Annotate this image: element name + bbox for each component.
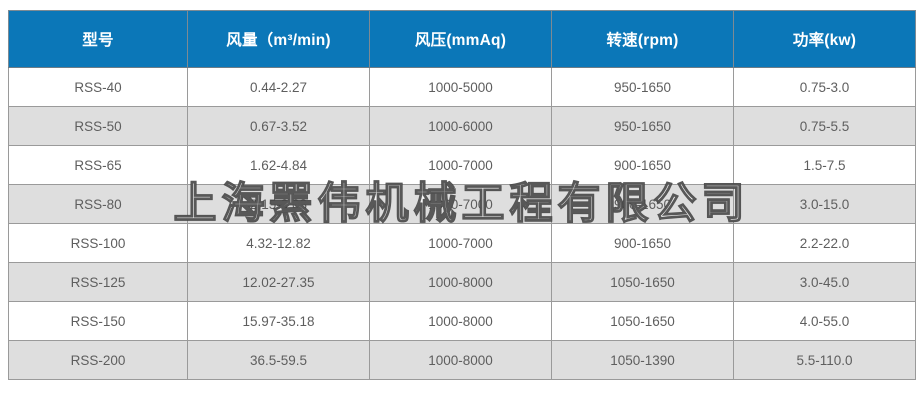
cell-speed: 1050-1650 [551, 301, 734, 341]
cell-model: RSS-100 [8, 223, 188, 263]
cell-pressure: 1000-8000 [369, 262, 552, 302]
cell-model: RSS-50 [8, 106, 188, 146]
cell-model: RSS-150 [8, 301, 188, 341]
table-row: RSS-150 15.97-35.18 1000-8000 1050-1650 … [8, 301, 916, 341]
column-header-model: 型号 [8, 10, 188, 68]
table-row: RSS-200 36.5-59.5 1000-8000 1050-1390 5.… [8, 340, 916, 380]
table-row: RSS-100 4.32-12.82 1000-7000 900-1650 2.… [8, 223, 916, 263]
cell-pressure: 1000-8000 [369, 301, 552, 341]
cell-speed: 900-1650 [551, 145, 734, 185]
cell-model: RSS-65 [8, 145, 188, 185]
cell-model: RSS-200 [8, 340, 188, 380]
cell-airflow: 15.97-35.18 [187, 301, 370, 341]
cell-model: RSS-80 [8, 184, 188, 224]
table-header: 型号 风量（m³/min) 风压(mmAq) 转速(rpm) 功率(kw) [8, 10, 916, 68]
cell-pressure: 1000-6000 [369, 106, 552, 146]
cell-pressure: 1000-7000 [369, 145, 552, 185]
cell-speed: 1050-1650 [551, 262, 734, 302]
cell-power: 0.75-5.5 [733, 106, 916, 146]
column-header-power: 功率(kw) [733, 10, 916, 68]
cell-model: RSS-40 [8, 67, 188, 107]
table-row: RSS-125 12.02-27.35 1000-8000 1050-1650 … [8, 262, 916, 302]
column-header-speed: 转速(rpm) [551, 10, 734, 68]
table-row: RSS-65 1.62-4.84 1000-7000 900-1650 1.5-… [8, 145, 916, 185]
cell-speed: 900-1650 [551, 223, 734, 263]
cell-airflow: 12.02-27.35 [187, 262, 370, 302]
cell-airflow: 2.15-9.03 [187, 184, 370, 224]
cell-pressure: 1000-5000 [369, 67, 552, 107]
cell-airflow: 1.62-4.84 [187, 145, 370, 185]
cell-airflow: 36.5-59.5 [187, 340, 370, 380]
cell-pressure: 1000-7000 [369, 223, 552, 263]
cell-airflow: 4.32-12.82 [187, 223, 370, 263]
cell-power: 2.2-22.0 [733, 223, 916, 263]
cell-pressure: 1000-7000 [369, 184, 552, 224]
cell-power: 0.75-3.0 [733, 67, 916, 107]
table-row: RSS-40 0.44-2.27 1000-5000 950-1650 0.75… [8, 67, 916, 107]
table-row: RSS-50 0.67-3.52 1000-6000 950-1650 0.75… [8, 106, 916, 146]
cell-speed: 950-1650 [551, 67, 734, 107]
cell-speed: 1050-1390 [551, 340, 734, 380]
table-row: RSS-80 2.15-9.03 1000-7000 900-1650 3.0-… [8, 184, 916, 224]
header-row: 型号 风量（m³/min) 风压(mmAq) 转速(rpm) 功率(kw) [8, 10, 916, 68]
cell-power: 5.5-110.0 [733, 340, 916, 380]
cell-speed: 900-1650 [551, 184, 734, 224]
column-header-airflow: 风量（m³/min) [187, 10, 370, 68]
cell-speed: 950-1650 [551, 106, 734, 146]
blower-specification-table: 型号 风量（m³/min) 风压(mmAq) 转速(rpm) 功率(kw) RS… [8, 10, 916, 380]
cell-power: 4.0-55.0 [733, 301, 916, 341]
cell-model: RSS-125 [8, 262, 188, 302]
cell-power: 3.0-15.0 [733, 184, 916, 224]
cell-power: 3.0-45.0 [733, 262, 916, 302]
cell-power: 1.5-7.5 [733, 145, 916, 185]
cell-airflow: 0.44-2.27 [187, 67, 370, 107]
column-header-pressure: 风压(mmAq) [369, 10, 552, 68]
cell-pressure: 1000-8000 [369, 340, 552, 380]
table-body: RSS-40 0.44-2.27 1000-5000 950-1650 0.75… [8, 67, 916, 380]
cell-airflow: 0.67-3.52 [187, 106, 370, 146]
